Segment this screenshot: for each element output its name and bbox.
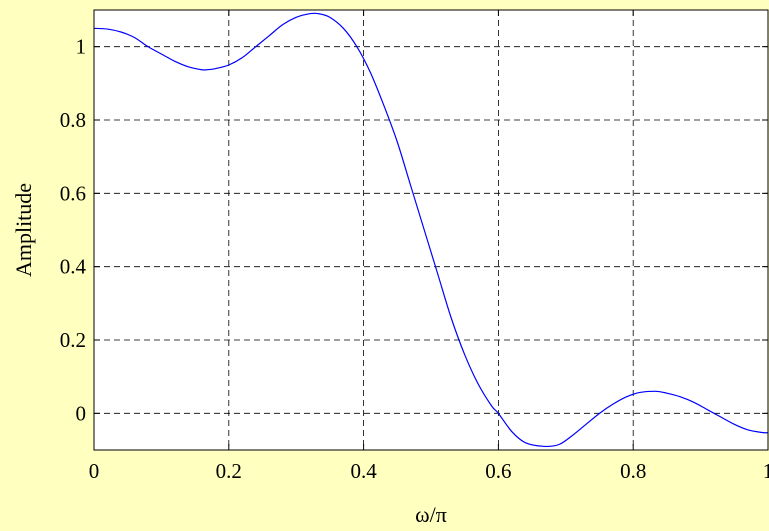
x-tick-label: 1 bbox=[763, 459, 769, 483]
x-tick-label: 0 bbox=[89, 459, 100, 483]
y-tick-label: 0.8 bbox=[60, 108, 86, 132]
series-line bbox=[93, 12, 769, 448]
x-tick-label: 0.4 bbox=[350, 459, 377, 483]
y-tick-label: 0.4 bbox=[60, 255, 87, 279]
x-tick-label: 0.2 bbox=[216, 459, 242, 483]
grid bbox=[94, 10, 768, 450]
y-tick-label: 1 bbox=[76, 35, 87, 59]
y-tick-label: 0.2 bbox=[60, 328, 86, 352]
y-tick-label: 0 bbox=[76, 401, 87, 425]
ticks: 0 0.2 0.4 0.6 0.8 1 0 0.2 0.4 0.6 0.8 1 bbox=[60, 10, 769, 483]
y-axis-label: Amplitude bbox=[11, 183, 36, 277]
y-tick-label: 0.6 bbox=[60, 181, 86, 205]
x-tick-label: 0.6 bbox=[485, 459, 511, 483]
plot-frame bbox=[93, 9, 769, 451]
x-tick-label: 0.8 bbox=[620, 459, 646, 483]
plot-area bbox=[94, 10, 768, 450]
x-axis-label: ω/π bbox=[415, 502, 447, 527]
